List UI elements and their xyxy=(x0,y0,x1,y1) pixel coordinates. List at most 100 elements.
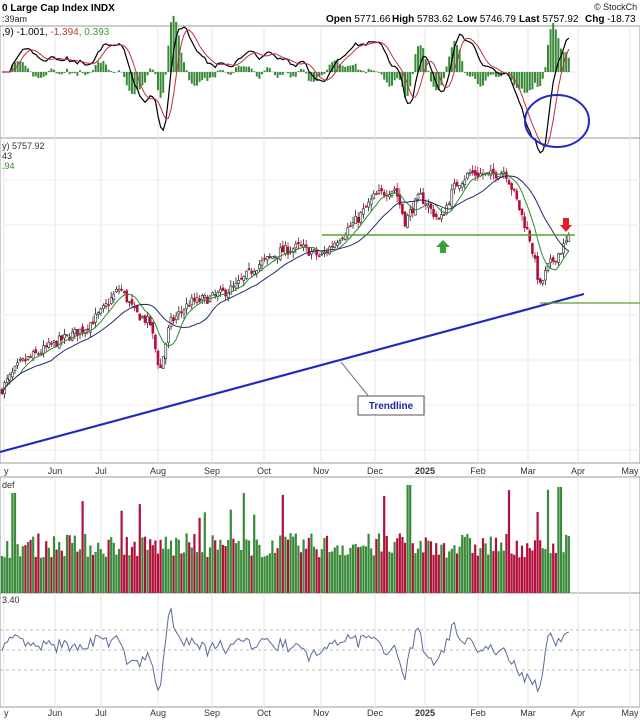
volume-bar xyxy=(29,539,32,593)
candle-body xyxy=(8,374,12,381)
volume-bar xyxy=(141,537,144,593)
volume-bar xyxy=(299,552,303,593)
macd-histogram-bar xyxy=(567,57,570,72)
candle-body xyxy=(146,315,149,324)
macd-legend: ,9) -1.001, -1.394, 0.393 xyxy=(2,27,110,38)
volume-bar xyxy=(45,541,48,593)
x-label-dec-1: Dec xyxy=(367,708,384,718)
candle-body xyxy=(466,173,469,179)
macd-histogram-bar xyxy=(562,52,565,72)
volume-bar xyxy=(286,539,290,593)
macd-histogram-bar xyxy=(370,69,373,72)
volume-bar xyxy=(214,540,217,593)
candle-body xyxy=(531,243,534,254)
volume-bar xyxy=(476,555,479,593)
volume-bar xyxy=(307,537,310,593)
macd-histogram-bar xyxy=(305,72,308,74)
macd-histogram-bar xyxy=(541,72,544,79)
macd-histogram-bar xyxy=(45,72,48,76)
macd-histogram-bar xyxy=(443,72,445,79)
volume-bar xyxy=(32,536,35,593)
macd-histogram-bar xyxy=(164,72,167,75)
volume-bar xyxy=(416,548,420,593)
macd-histogram-bar xyxy=(138,72,141,90)
volume-bar xyxy=(328,552,331,593)
candle-body xyxy=(442,214,446,216)
macd-histogram-bar xyxy=(76,72,79,76)
candle-body xyxy=(11,371,14,378)
macd-histogram-bar xyxy=(245,66,248,72)
candle-body xyxy=(120,288,123,291)
volume-bar xyxy=(3,557,6,593)
candle-body xyxy=(81,326,84,333)
candle-body xyxy=(47,342,51,348)
volume-bar xyxy=(21,546,24,593)
candle-body xyxy=(83,329,87,335)
candle-body xyxy=(245,270,248,279)
macd-histogram-bar xyxy=(287,72,289,74)
candle-body xyxy=(70,331,74,341)
macd-histogram-bar xyxy=(71,72,74,74)
volume-bar xyxy=(112,542,115,593)
volume-bar xyxy=(359,546,362,593)
candle-body xyxy=(286,246,290,255)
candle-body xyxy=(528,230,532,242)
macd-histogram-bar xyxy=(92,70,94,72)
macd-histogram-bar xyxy=(63,72,66,74)
volume-bar xyxy=(333,547,336,593)
candle-body xyxy=(476,172,480,177)
trendline xyxy=(0,292,585,454)
macd-histogram-bar xyxy=(344,66,347,72)
macd-histogram-bar xyxy=(219,70,222,72)
volume-bar xyxy=(169,540,173,593)
candle-body xyxy=(44,345,48,348)
candle-body xyxy=(460,183,464,188)
volume-bar xyxy=(305,548,308,593)
volume-bar xyxy=(453,545,456,593)
volume-bar xyxy=(445,557,448,593)
volume-bar xyxy=(201,552,204,593)
macd-histogram-bar xyxy=(281,72,284,75)
volume-bar xyxy=(263,556,266,593)
quote-last: Last 5757.92 xyxy=(519,14,579,25)
macd-histogram-bar xyxy=(102,60,105,72)
volume-bar xyxy=(97,542,100,593)
volume-bar xyxy=(143,536,147,593)
volume-bar xyxy=(458,546,461,593)
volume-bar xyxy=(156,553,160,593)
quote-low: Low 5746.79 xyxy=(457,14,516,25)
volume-bar xyxy=(284,536,287,593)
volume-bar xyxy=(130,546,134,593)
candle-body xyxy=(37,353,40,356)
ma-long-line xyxy=(1,175,570,395)
macd-histogram-bar xyxy=(458,49,461,72)
volume-bar xyxy=(250,555,253,593)
macd-histogram-bar xyxy=(463,72,466,73)
candle-body xyxy=(91,321,95,325)
candle-body xyxy=(351,222,355,226)
volume-bar xyxy=(338,554,342,593)
macd-histogram-bar xyxy=(445,66,448,72)
volume-bar xyxy=(312,546,316,593)
candle-body xyxy=(536,255,539,280)
macd-histogram-bar xyxy=(401,72,404,87)
candle-body xyxy=(559,253,563,255)
macd-histogram-bar xyxy=(261,72,263,75)
volume-bar xyxy=(292,536,295,593)
volume-bar xyxy=(198,517,201,593)
volume-bar xyxy=(65,534,69,593)
candle-body xyxy=(510,183,513,190)
macd-histogram-bar xyxy=(479,72,482,87)
macd-histogram-bar xyxy=(183,62,185,72)
candle-body xyxy=(325,251,329,253)
volume-bar xyxy=(107,539,110,593)
macd-histogram-bar xyxy=(414,54,417,72)
macd-histogram-bar xyxy=(453,40,456,72)
volume-bar xyxy=(531,550,534,593)
volume-bar xyxy=(206,556,209,593)
volume-bar xyxy=(260,557,264,593)
macd-histogram-bar xyxy=(328,64,331,72)
macd-histogram-bar xyxy=(354,63,357,72)
candle-body xyxy=(159,364,162,368)
macd-histogram-bar xyxy=(430,72,432,82)
